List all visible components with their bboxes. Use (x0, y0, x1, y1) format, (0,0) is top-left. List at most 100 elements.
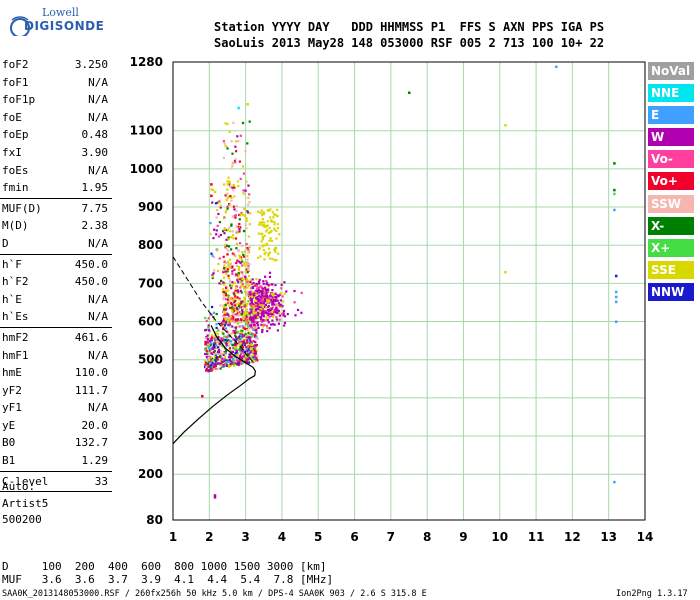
echo-point (235, 242, 238, 245)
echo-point (251, 278, 254, 281)
echo-point (275, 318, 279, 321)
echo-point (205, 365, 208, 368)
echo-point (233, 208, 236, 211)
echo-point (226, 298, 230, 301)
echo-point (267, 231, 270, 234)
echo-point (224, 318, 227, 321)
echo-point (237, 272, 240, 275)
echo-point (242, 274, 245, 277)
outlier-point (614, 320, 618, 324)
echo-point (229, 354, 232, 357)
outlier-points (201, 65, 618, 499)
echo-point (221, 339, 224, 342)
echo-point (254, 317, 257, 320)
echo-point (276, 312, 279, 315)
echo-point (252, 359, 255, 362)
echo-point (250, 357, 253, 360)
echo-point (239, 214, 242, 217)
echo-point (212, 311, 216, 314)
echo-point (236, 296, 239, 299)
echo-point (230, 320, 233, 323)
echo-point (228, 325, 231, 328)
echo-point (246, 345, 249, 348)
echo-point (226, 270, 229, 273)
echo-point (243, 299, 246, 302)
echo-point (209, 233, 212, 236)
echo-point (240, 313, 243, 316)
param-label: hmF2 (2, 330, 29, 344)
echo-point (236, 279, 239, 282)
echo-point (232, 312, 235, 316)
echo-point (240, 321, 243, 324)
echo-point (275, 229, 278, 232)
echo-point (273, 310, 276, 313)
echo-point (258, 291, 261, 294)
echo-point (247, 203, 250, 206)
echo-point (271, 315, 274, 318)
echo-point (252, 356, 255, 359)
echo-point (242, 304, 245, 307)
echo-point (247, 275, 250, 278)
echo-point (246, 339, 249, 342)
echo-point (235, 350, 238, 353)
echo-point (223, 341, 226, 344)
echo-point (275, 317, 278, 320)
echo-point (229, 258, 232, 261)
echo-point (205, 349, 208, 353)
echo-point (254, 314, 257, 317)
echo-point (276, 299, 279, 302)
echo-point (249, 316, 252, 319)
echo-point (248, 201, 251, 204)
echo-point (230, 224, 233, 227)
echo-point (268, 239, 271, 242)
param-label: yF2 (2, 383, 22, 397)
echo-point (263, 234, 266, 237)
echo-point (235, 362, 239, 366)
echo-point (241, 309, 244, 312)
echo-point (232, 237, 235, 240)
echo-point (269, 294, 272, 297)
echo-point (272, 216, 275, 219)
echo-point (231, 350, 234, 353)
echo-point (248, 193, 251, 196)
echo-point (238, 304, 241, 307)
echo-point (208, 344, 211, 347)
echo-point (219, 355, 222, 358)
echo-point (229, 296, 232, 300)
echo-point (245, 217, 248, 220)
echo-point (251, 326, 254, 329)
echo-point (279, 299, 282, 302)
echo-point (247, 300, 250, 303)
echo-point (255, 284, 258, 287)
echo-point (241, 244, 244, 248)
echo-point (213, 356, 216, 359)
echo-point (268, 327, 271, 330)
param-value: N/A (88, 348, 108, 362)
echo-point (240, 329, 243, 332)
param-label: h`E (2, 292, 22, 306)
param-row: D N/A (0, 235, 112, 253)
echo-point (233, 297, 237, 300)
echo-point (244, 275, 247, 278)
echo-point (223, 292, 226, 295)
echo-point (219, 362, 222, 365)
param-separator (0, 326, 112, 328)
echo-point (246, 334, 249, 337)
echo-point (252, 281, 255, 285)
echo-point (238, 218, 241, 221)
echo-point (281, 305, 284, 308)
echo-point (247, 251, 250, 254)
echo-point (221, 337, 224, 340)
echo-point (242, 355, 245, 358)
echo-point (248, 336, 251, 339)
echo-point (238, 213, 241, 216)
echo-point (204, 359, 207, 362)
echo-point (262, 249, 265, 252)
echo-point (231, 272, 234, 276)
echo-point (252, 316, 255, 319)
echo-point (232, 364, 235, 367)
echo-point (238, 343, 241, 346)
echo-point (245, 283, 248, 286)
echo-point (223, 317, 226, 320)
echo-point (206, 334, 209, 337)
